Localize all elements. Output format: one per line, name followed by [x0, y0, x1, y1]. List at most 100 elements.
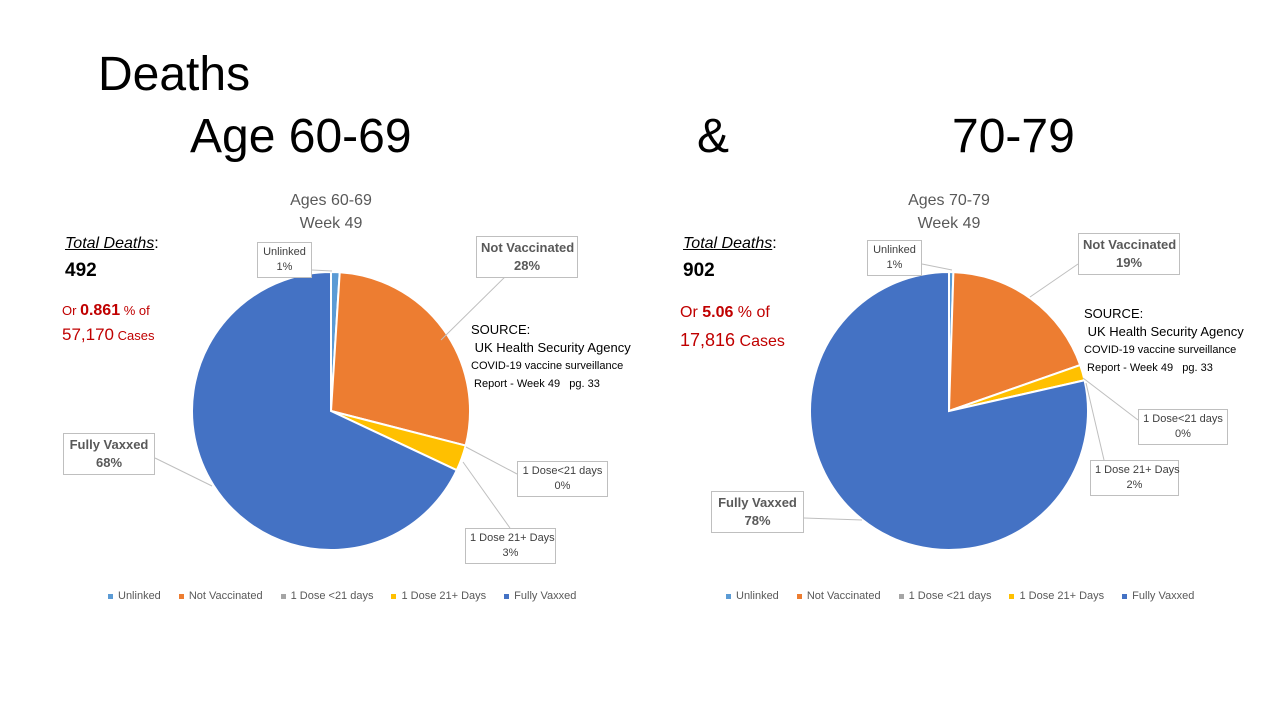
cases-right-label: Cases: [735, 333, 785, 350]
leader-line: [1029, 263, 1079, 298]
ratio-left-prefix: Or: [62, 303, 81, 318]
legend-left-item: Unlinked: [108, 590, 161, 602]
legend-label: 1 Dose 21+ Days: [401, 590, 487, 602]
callout-left-dose-lt21: 1 Dose<21 days 0%: [517, 461, 608, 497]
callout-right-dose-lt21-name: 1 Dose<21 days: [1143, 413, 1223, 425]
legend-swatch: [504, 593, 510, 599]
legend-swatch: [726, 593, 731, 599]
total-deaths-left-value: 492: [65, 260, 97, 281]
pie-slice-not-vaccinated: [329, 271, 471, 447]
pie-slice-fully-vaxxed: [809, 270, 1089, 551]
legend-swatch: [1122, 593, 1128, 599]
legend-left-item: 1 Dose <21 days: [280, 590, 374, 602]
legend-label: 1 Dose <21 days: [290, 590, 374, 602]
callout-left-fully-vaxxed-value: 68%: [95, 455, 123, 470]
callout-right-dose-21plus-value: 2%: [1126, 479, 1143, 491]
callout-left-dose-21plus-name: 1 Dose 21+ Days: [470, 532, 555, 544]
callout-right-dose-lt21-value: 0%: [1175, 428, 1191, 440]
chart-title-right-line1: Ages 70-79: [908, 192, 990, 209]
ratio-left: Or 0.861 % of: [62, 302, 150, 320]
source-note-right: SOURCE: UK Health Security Agency COVID-…: [1084, 305, 1244, 377]
leader-line: [311, 269, 333, 272]
total-deaths-left-label: Total Deaths: [65, 235, 155, 252]
callout-right-fully-vaxxed: Fully Vaxxed 78%: [711, 491, 804, 533]
cases-right-value: 17,816: [680, 330, 736, 350]
legend-swatch: [796, 593, 802, 599]
legend-swatch: [898, 593, 904, 599]
chart-title-right: Ages 70-79 Week 49: [849, 189, 1049, 235]
callout-right-fully-vaxxed-name: Fully Vaxxed: [718, 495, 797, 510]
pie-slice-fully-vaxxed: [191, 270, 459, 551]
total-deaths-right-heading: Total Deaths:: [683, 235, 777, 253]
chart-title-left: Ages 60-69 Week 49: [231, 189, 431, 235]
legend-right-item: Not Vaccinated: [796, 590, 881, 602]
legend-label: Fully Vaxxed: [1132, 590, 1195, 602]
cases-left-value: 57,170: [62, 325, 114, 344]
source-left-line2: UK Health Security Agency: [471, 340, 631, 355]
ratio-left-suffix: % of: [120, 303, 150, 318]
total-deaths-right-colon: :: [772, 235, 777, 252]
ratio-right-prefix: Or: [680, 304, 703, 321]
source-left-line1: SOURCE:: [471, 322, 531, 337]
cases-left: 57,170 Cases: [62, 325, 154, 345]
legend-swatch: [391, 593, 397, 599]
ratio-left-pct: 0.861: [80, 302, 121, 319]
callout-left-unlinked-name: Unlinked: [263, 246, 306, 258]
legend-left-item: Not Vaccinated: [178, 590, 263, 602]
source-left-line3: COVID-19 vaccine surveillance: [471, 360, 624, 372]
callout-right-unlinked-name: Unlinked: [873, 244, 916, 256]
ratio-right-pct: 5.06: [702, 304, 734, 321]
callout-left-not-vaccinated: Not Vaccinated 28%: [476, 236, 578, 278]
callout-right-fully-vaxxed-value: 78%: [744, 513, 771, 528]
legend-right: Unlinked Not Vaccinated 1 Dose <21 days …: [726, 590, 1194, 602]
slide-title: Deaths: [98, 48, 251, 101]
callout-right-dose-21plus-name: 1 Dose 21+ Days: [1095, 464, 1180, 476]
legend-label: 1 Dose 21+ Days: [1019, 590, 1105, 602]
legend-left-item: 1 Dose 21+ Days: [391, 590, 486, 602]
legend-label: Unlinked: [736, 590, 779, 602]
legend-right-item: Fully Vaxxed: [1122, 590, 1194, 602]
leader-line: [1085, 382, 1105, 461]
cases-right: 17,816 Cases: [680, 330, 785, 351]
source-right-line2: UK Health Security Agency: [1084, 324, 1244, 339]
leader-line: [465, 446, 518, 475]
callout-left-dose-21plus: 1 Dose 21+ Days 3%: [465, 528, 556, 564]
callout-left-fully-vaxxed-name: Fully Vaxxed: [69, 437, 149, 452]
legend-right-item: Unlinked: [726, 590, 779, 602]
legend-right-item: 1 Dose <21 days: [898, 590, 992, 602]
legend-label: 1 Dose <21 days: [908, 590, 992, 602]
legend-left: Unlinked Not Vaccinated 1 Dose <21 days …: [108, 590, 576, 602]
leader-line: [1082, 377, 1139, 421]
total-deaths-right-label: Total Deaths: [683, 235, 773, 252]
callout-left-unlinked-value: 1%: [276, 261, 293, 273]
callout-left-fully-vaxxed: Fully Vaxxed 68%: [63, 433, 155, 475]
leader-line: [462, 461, 511, 529]
source-left-line4: Report - Week 49 pg. 33: [471, 378, 600, 390]
callout-left-dose-lt21-name: 1 Dose<21 days: [522, 465, 603, 477]
cases-left-label: Cases: [114, 328, 155, 343]
source-right-line3: COVID-19 vaccine surveillance: [1084, 344, 1237, 356]
leader-line: [154, 457, 213, 487]
ratio-right-suffix: % of: [733, 304, 770, 321]
callout-left-not-vaccinated-value: 28%: [513, 258, 541, 273]
callout-right-unlinked-value: 1%: [886, 259, 903, 271]
callout-right-not-vaccinated: Not Vaccinated 19%: [1078, 233, 1180, 275]
source-right-line4: Report - Week 49 pg. 33: [1084, 362, 1213, 374]
callout-left-unlinked: Unlinked 1%: [257, 242, 312, 278]
leader-line: [921, 263, 953, 271]
chart-title-left-line2: Week 49: [299, 215, 363, 232]
ratio-right: Or 5.06 % of: [680, 304, 770, 322]
legend-swatch: [178, 593, 184, 599]
chart-title-right-line2: Week 49: [917, 215, 981, 232]
callout-right-dose-lt21: 1 Dose<21 days 0%: [1138, 409, 1228, 445]
title-age-60-69: Age 60-69: [190, 110, 412, 163]
source-note-left: SOURCE: UK Health Security Agency COVID-…: [471, 321, 631, 393]
legend-right-item: 1 Dose 21+ Days: [1009, 590, 1104, 602]
legend-left-item: Fully Vaxxed: [504, 590, 576, 602]
total-deaths-right-value: 902: [683, 260, 715, 281]
callout-right-not-vaccinated-name: Not Vaccinated: [1083, 237, 1177, 252]
title-ampersand: &: [697, 110, 730, 163]
legend-label: Not Vaccinated: [806, 590, 881, 602]
callout-right-unlinked: Unlinked 1%: [867, 240, 922, 276]
